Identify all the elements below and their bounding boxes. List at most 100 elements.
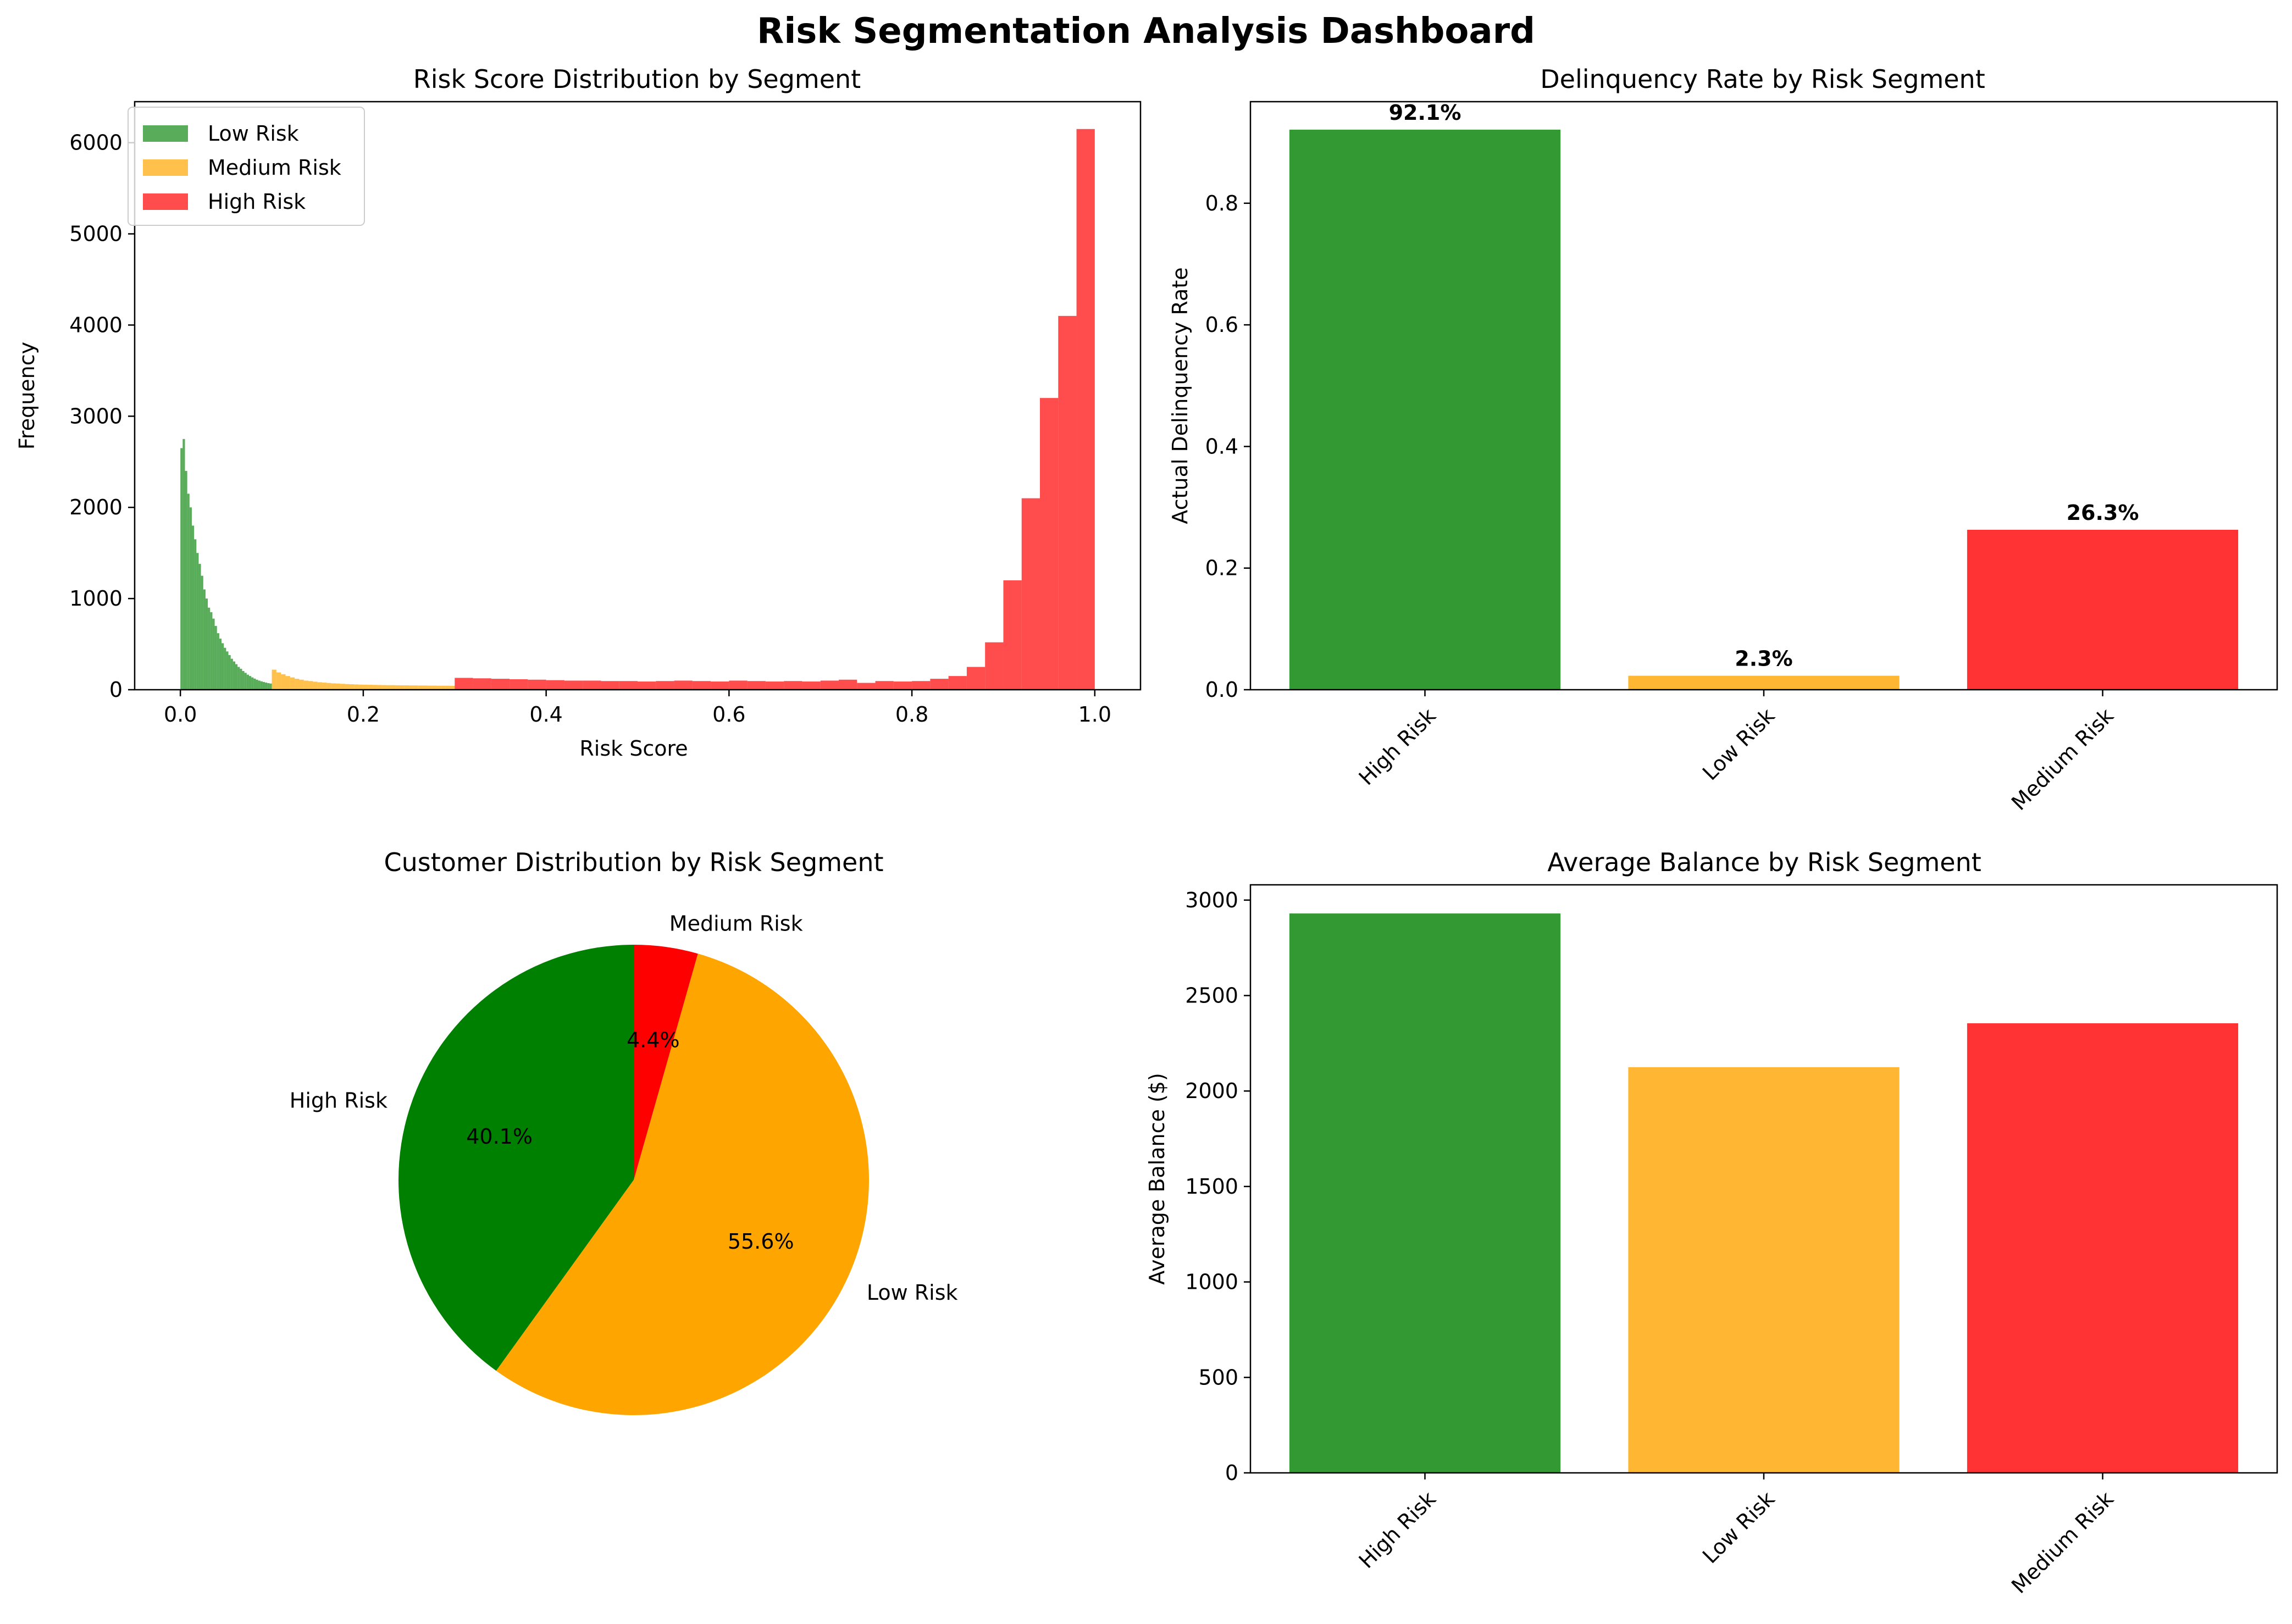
pie-slice-high-risk bbox=[398, 945, 634, 1371]
histogram-bar bbox=[404, 685, 409, 690]
pie-percent-label: 55.6% bbox=[728, 1229, 794, 1254]
bar-low-risk bbox=[1628, 1067, 1900, 1473]
x-tick-label: Medium Risk bbox=[2007, 703, 2118, 815]
histogram-bar bbox=[857, 683, 876, 690]
histogram-bar bbox=[281, 674, 286, 690]
histogram-bar bbox=[802, 681, 821, 690]
x-tick-label: Low Risk bbox=[1698, 703, 1779, 785]
pie-label: Low Risk bbox=[867, 1281, 958, 1305]
histogram-bar bbox=[182, 439, 185, 690]
histogram-bar bbox=[546, 680, 564, 690]
histogram-bar bbox=[185, 470, 187, 690]
x-tick-label: Low Risk bbox=[1698, 1487, 1779, 1568]
bar-data-label: 92.1% bbox=[1389, 101, 1461, 125]
histogram-bar bbox=[253, 678, 256, 690]
legend-label-medium: Medium Risk bbox=[208, 156, 341, 180]
y-tick-label: 4000 bbox=[69, 313, 123, 337]
histogram-bar bbox=[285, 676, 290, 690]
x-tick-label: 0.6 bbox=[712, 702, 745, 727]
y-tick-label: 2000 bbox=[1185, 1079, 1238, 1103]
histogram-legend: Low Risk Medium Risk High Risk bbox=[128, 107, 365, 226]
y-tick-label: 0 bbox=[109, 678, 123, 702]
y-tick-label: 0.6 bbox=[1205, 313, 1238, 337]
legend-swatch-low bbox=[143, 125, 188, 142]
histogram-bar bbox=[784, 681, 802, 690]
histogram-bar bbox=[217, 633, 219, 690]
bar-low-risk bbox=[1628, 675, 1900, 690]
histogram-bar bbox=[441, 685, 446, 690]
y-tick-label: 1000 bbox=[1185, 1270, 1238, 1294]
histogram-bar bbox=[326, 683, 331, 690]
balance-title: Average Balance by Risk Segment bbox=[1547, 847, 1981, 877]
histogram-bar bbox=[203, 589, 206, 690]
histogram-bar bbox=[189, 507, 192, 690]
histogram-bar bbox=[299, 679, 304, 690]
histogram-bar bbox=[368, 685, 373, 690]
y-tick-label: 3000 bbox=[1185, 888, 1238, 912]
histogram-bar bbox=[336, 683, 341, 690]
histogram-bar bbox=[1003, 580, 1022, 690]
y-tick-label: 2000 bbox=[69, 495, 123, 519]
x-tick-label: 0.4 bbox=[529, 702, 562, 727]
delinquency-y-axis-label: Actual Delinquency Rate bbox=[1168, 267, 1192, 524]
histogram-bar bbox=[638, 681, 656, 690]
delinquency-title: Delinquency Rate by Risk Segment bbox=[1540, 64, 1985, 94]
histogram-bar bbox=[450, 685, 455, 690]
y-tick-label: 0 bbox=[1225, 1461, 1238, 1485]
histogram-bar bbox=[251, 677, 254, 690]
pie-title: Customer Distribution by Risk Segment bbox=[384, 847, 883, 877]
x-tick-label: 1.0 bbox=[1078, 702, 1111, 727]
pie-label: High Risk bbox=[290, 1088, 387, 1112]
histogram-bar bbox=[390, 685, 396, 690]
histogram-bar bbox=[619, 681, 638, 690]
histogram-bar bbox=[893, 681, 912, 690]
histogram-bar bbox=[1058, 315, 1077, 690]
histogram-bar bbox=[269, 683, 272, 690]
histogram-title: Risk Score Distribution by Segment bbox=[413, 64, 861, 94]
histogram-bar bbox=[214, 625, 217, 690]
histogram-bar bbox=[423, 685, 428, 690]
histogram-bar bbox=[194, 539, 197, 690]
histogram-bar bbox=[528, 679, 546, 690]
histogram-bar bbox=[191, 525, 195, 690]
balance-y-axis-label: Average Balance ($) bbox=[1145, 1073, 1169, 1285]
y-tick-label: 0.0 bbox=[1205, 678, 1238, 702]
histogram-bars bbox=[180, 129, 1095, 690]
histogram-bar bbox=[363, 684, 368, 690]
legend-label-high: High Risk bbox=[208, 190, 306, 214]
histogram-bar bbox=[208, 607, 211, 690]
y-tick-label: 0.2 bbox=[1205, 556, 1238, 580]
histogram-bar bbox=[1021, 498, 1040, 690]
histogram-bar bbox=[358, 684, 363, 690]
histogram-bar bbox=[242, 670, 245, 690]
histogram-bar bbox=[1040, 398, 1059, 690]
histogram-bar bbox=[711, 681, 729, 690]
histogram-bar bbox=[436, 685, 441, 690]
customer-distribution-pie: Customer Distribution by Risk Segment Hi… bbox=[290, 847, 958, 1415]
histogram-bar bbox=[455, 678, 473, 690]
y-tick-label: 2500 bbox=[1185, 983, 1238, 1007]
balance-y-ticks: 0 500 1000 1500 2000 2500 3000 bbox=[1185, 888, 1250, 1485]
histogram-bar bbox=[201, 575, 203, 690]
histogram-bar bbox=[875, 681, 894, 690]
x-tick-label: 0.2 bbox=[347, 702, 380, 727]
histogram-bar bbox=[258, 680, 261, 690]
histogram-bar bbox=[372, 685, 377, 690]
histogram-bar bbox=[930, 679, 949, 690]
histogram-bar bbox=[210, 612, 213, 690]
histogram-bar bbox=[349, 684, 355, 690]
histogram-bar bbox=[583, 680, 601, 690]
histogram-bar bbox=[510, 679, 528, 690]
histogram-bar bbox=[820, 680, 839, 690]
y-tick-label: 5000 bbox=[69, 222, 123, 246]
histogram-x-axis-label: Risk Score bbox=[579, 736, 688, 761]
histogram-bar bbox=[418, 685, 423, 690]
histogram-bar bbox=[322, 683, 327, 690]
histogram-bar bbox=[235, 664, 238, 690]
histogram-bar bbox=[413, 685, 418, 690]
histogram-bar bbox=[431, 685, 436, 690]
histogram-bar bbox=[601, 681, 619, 690]
histogram-bar bbox=[196, 553, 199, 690]
histogram-bar bbox=[198, 564, 201, 690]
histogram-bar bbox=[276, 672, 281, 690]
